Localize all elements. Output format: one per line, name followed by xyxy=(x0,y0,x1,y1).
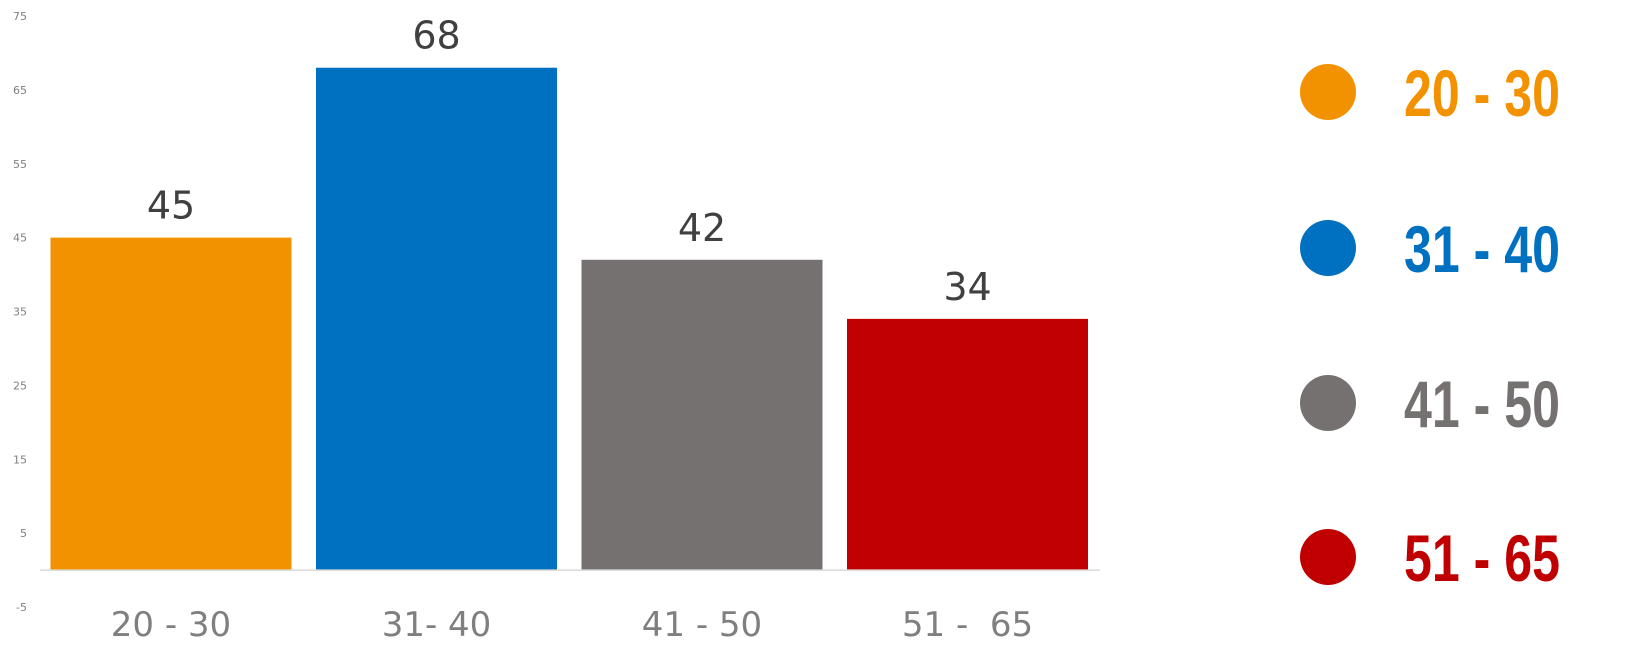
data-label: 45 xyxy=(147,184,195,228)
bar xyxy=(581,259,823,571)
legend-label: 51 - 65 xyxy=(1404,521,1560,595)
bar xyxy=(50,237,292,571)
legend-label: 31 - 40 xyxy=(1404,212,1560,286)
y-tick-label: -5 xyxy=(16,601,27,614)
bar xyxy=(847,318,1088,571)
x-tick-label: 51 - 65 xyxy=(902,605,1033,645)
bars-group: 45 68 42 34 xyxy=(50,14,1088,571)
legend-label: 41 - 50 xyxy=(1404,367,1560,441)
circle-marker-icon xyxy=(1300,529,1356,585)
data-label: 42 xyxy=(678,206,726,250)
circle-marker-icon xyxy=(1300,220,1356,276)
y-tick-label: 55 xyxy=(13,158,27,171)
x-tick-label: 31- 40 xyxy=(382,605,492,645)
legend-label: 20 - 30 xyxy=(1404,56,1560,130)
y-tick-label: 5 xyxy=(20,527,27,540)
y-tick-label: 65 xyxy=(13,84,27,97)
y-tick-label: 35 xyxy=(13,306,27,319)
x-tick-label: 20 - 30 xyxy=(111,605,231,645)
y-axis: 75 65 55 45 35 25 15 5 -5 xyxy=(13,10,27,614)
x-axis: 20 - 30 31- 40 41 - 50 51 - 65 xyxy=(111,605,1033,645)
x-tick-label: 41 - 50 xyxy=(642,605,762,645)
bar xyxy=(316,67,557,571)
data-label: 68 xyxy=(412,14,460,58)
y-tick-label: 45 xyxy=(13,232,27,245)
legend: 20 - 30 31 - 40 41 - 50 51 - 65 xyxy=(1300,56,1560,595)
y-tick-label: 15 xyxy=(13,453,27,466)
circle-marker-icon xyxy=(1300,64,1356,120)
data-label: 34 xyxy=(943,265,991,309)
circle-marker-icon xyxy=(1300,375,1356,431)
y-tick-label: 75 xyxy=(13,10,27,23)
y-tick-label: 25 xyxy=(13,379,27,392)
